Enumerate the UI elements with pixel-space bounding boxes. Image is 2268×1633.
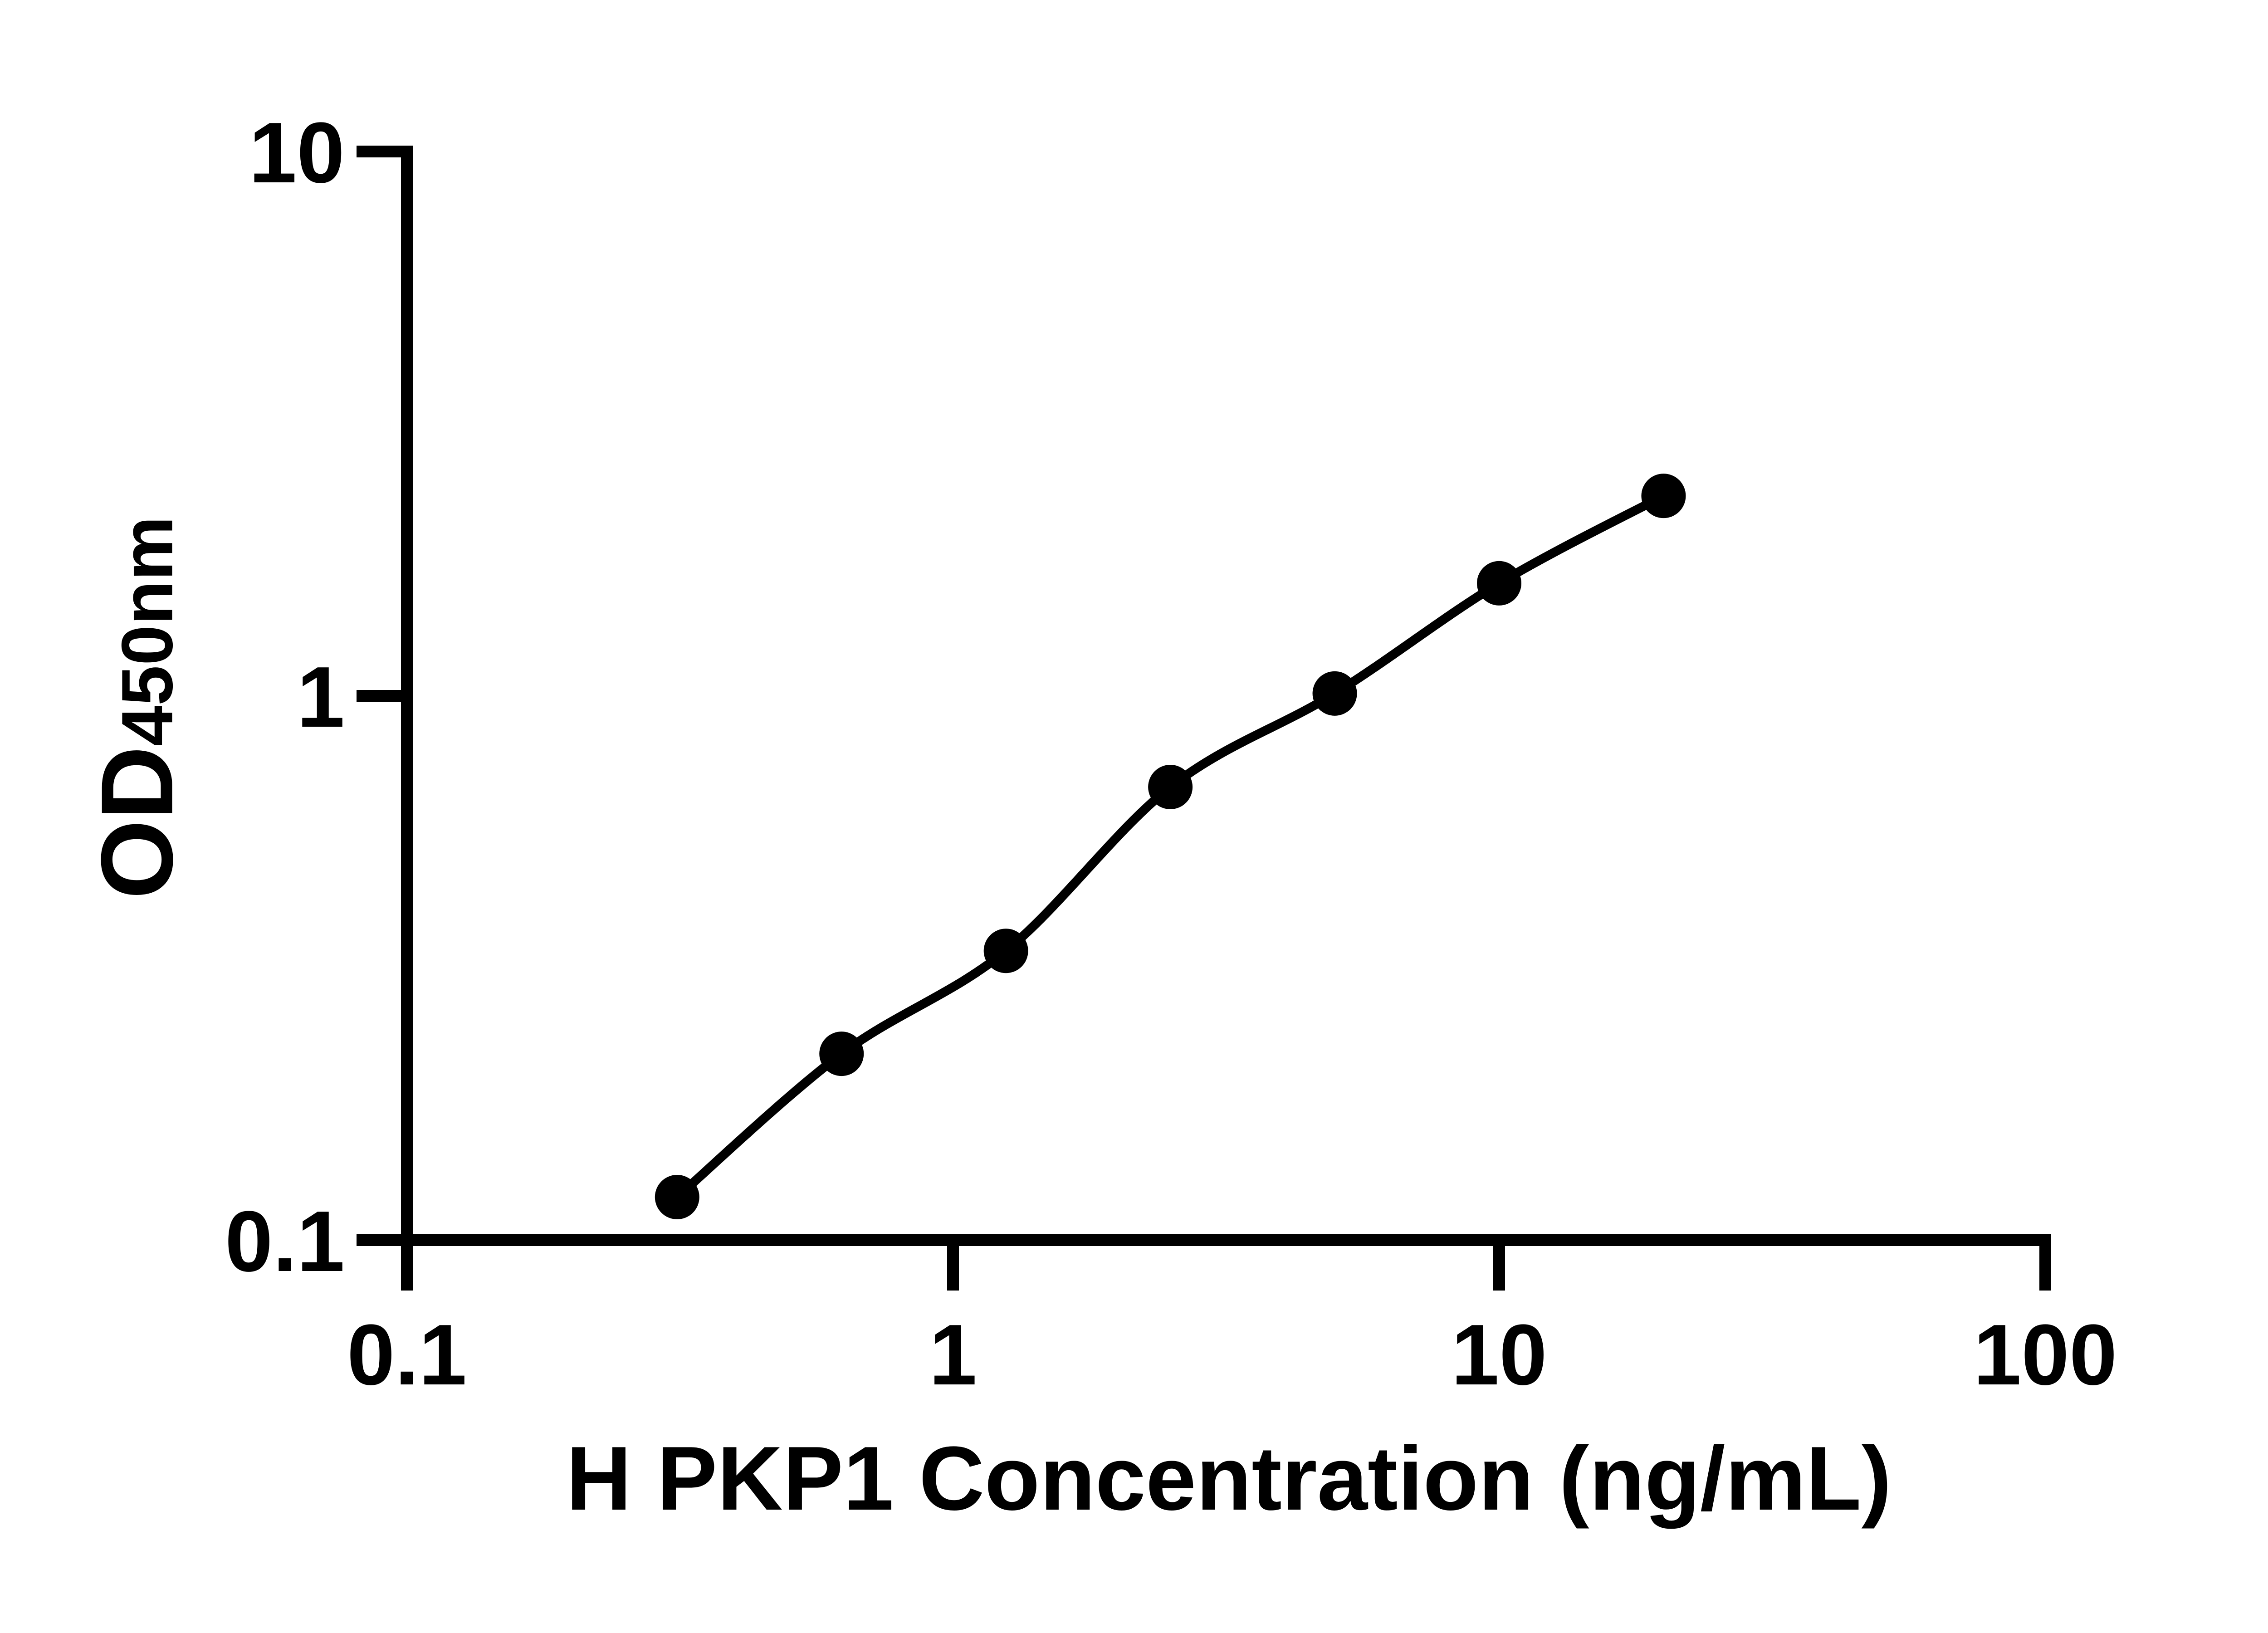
data-point — [983, 929, 1028, 973]
standard-curve-line — [674, 492, 1666, 1201]
y-axis-title-main: OD — [79, 746, 194, 900]
y-tick-label: 1 — [297, 649, 345, 745]
y-tick-label: 0.1 — [225, 1193, 345, 1290]
data-point — [819, 1032, 864, 1076]
data-point — [1641, 474, 1686, 518]
data-point — [1477, 561, 1521, 606]
x-tick-label: 10 — [1451, 1307, 1547, 1403]
data-point — [1312, 671, 1357, 716]
y-axis-title: OD450nm — [80, 516, 194, 899]
x-axis-title: H PKP1 Concentration (ng/mL) — [566, 1428, 1892, 1529]
data-point — [1148, 764, 1193, 809]
y-axis-title-subscript: 450nm — [106, 516, 188, 746]
y-tick-label: 10 — [249, 105, 345, 201]
x-tick-label: 100 — [1973, 1307, 2117, 1403]
data-point — [655, 1174, 699, 1219]
x-tick-label: 1 — [929, 1307, 977, 1403]
x-tick-label: 0.1 — [347, 1307, 467, 1403]
